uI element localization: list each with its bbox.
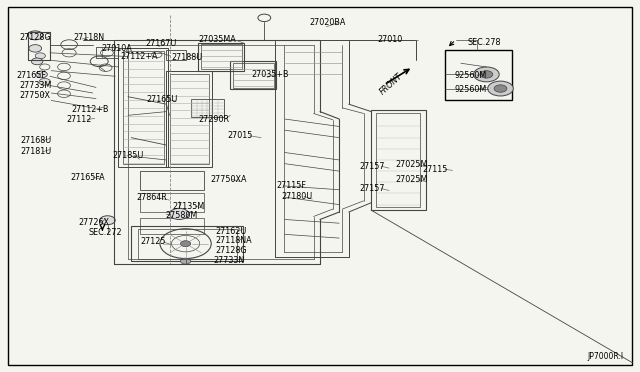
Circle shape (36, 71, 47, 78)
Text: 27168U: 27168U (20, 136, 52, 145)
Text: 27118N: 27118N (74, 33, 105, 42)
Bar (191, 99, 224, 117)
Text: 27128G: 27128G (19, 33, 51, 42)
Text: 27165U: 27165U (146, 95, 177, 104)
Text: 27162U: 27162U (216, 227, 247, 236)
Text: 27035MA: 27035MA (198, 35, 236, 44)
Text: JP7000R.I: JP7000R.I (588, 352, 624, 361)
Circle shape (180, 241, 191, 247)
Text: 27864R: 27864R (136, 193, 167, 202)
Circle shape (28, 31, 43, 40)
Text: 27726X: 27726X (79, 218, 109, 227)
Bar (170, 74, 209, 164)
Text: 27180U: 27180U (282, 192, 313, 201)
Circle shape (474, 67, 499, 82)
Text: 27125: 27125 (141, 237, 166, 246)
Text: 27181U: 27181U (20, 147, 52, 156)
Text: SEC.272: SEC.272 (88, 228, 122, 237)
Text: 27112: 27112 (66, 115, 92, 124)
Circle shape (488, 81, 513, 96)
Bar (198, 43, 244, 71)
Text: 27580M: 27580M (165, 211, 197, 219)
Circle shape (39, 78, 51, 85)
Text: 27112+A: 27112+A (120, 52, 158, 61)
Bar (138, 229, 237, 259)
Circle shape (29, 45, 42, 52)
Bar (140, 193, 204, 212)
Text: FRONT: FRONT (378, 72, 404, 97)
Circle shape (100, 216, 115, 225)
Bar (445, 50, 512, 100)
Text: 27025M: 27025M (396, 175, 428, 184)
Text: 27025M: 27025M (396, 160, 428, 169)
Bar (131, 226, 243, 261)
Text: 27157: 27157 (360, 184, 385, 193)
Circle shape (180, 258, 191, 264)
Text: 27118NA: 27118NA (216, 236, 252, 245)
Text: 27128G: 27128G (216, 246, 247, 255)
Text: 27733N: 27733N (213, 256, 244, 265)
Text: 27185U: 27185U (112, 151, 143, 160)
Text: 27115: 27115 (422, 165, 448, 174)
Text: 27750XA: 27750XA (210, 175, 246, 184)
Bar (96, 47, 118, 58)
Text: 27157: 27157 (360, 162, 385, 171)
Text: 27115F: 27115F (276, 181, 307, 190)
Text: 27010: 27010 (378, 35, 403, 44)
Text: 27135M: 27135M (173, 202, 205, 211)
Bar (118, 48, 168, 167)
Circle shape (494, 85, 507, 92)
Text: 27750X: 27750X (19, 91, 50, 100)
Bar (230, 61, 276, 89)
Bar (140, 218, 204, 234)
Text: 92560M: 92560M (454, 71, 486, 80)
Text: 27112+B: 27112+B (72, 105, 109, 114)
Bar (166, 50, 186, 60)
Text: 92560M: 92560M (454, 85, 486, 94)
Text: 27733M: 27733M (19, 81, 51, 90)
Text: 27035+B: 27035+B (252, 70, 289, 79)
Bar (166, 71, 212, 167)
Bar (371, 110, 426, 210)
Text: 27010A: 27010A (101, 44, 132, 53)
Text: 27165F: 27165F (16, 71, 46, 80)
Text: 27020BA: 27020BA (309, 18, 346, 27)
Circle shape (480, 71, 493, 78)
Bar (123, 51, 164, 164)
Bar (376, 113, 420, 207)
Text: 27290R: 27290R (198, 115, 229, 124)
Text: 27015: 27015 (227, 131, 253, 140)
Circle shape (170, 208, 189, 219)
Text: 27167U: 27167U (145, 39, 177, 48)
Circle shape (31, 58, 43, 65)
Bar (201, 44, 242, 69)
Bar (140, 171, 204, 190)
Bar (233, 63, 274, 88)
Text: SEC.278: SEC.278 (467, 38, 500, 47)
Text: 27188U: 27188U (172, 53, 203, 62)
Text: 27165FA: 27165FA (70, 173, 105, 182)
Circle shape (35, 53, 45, 59)
